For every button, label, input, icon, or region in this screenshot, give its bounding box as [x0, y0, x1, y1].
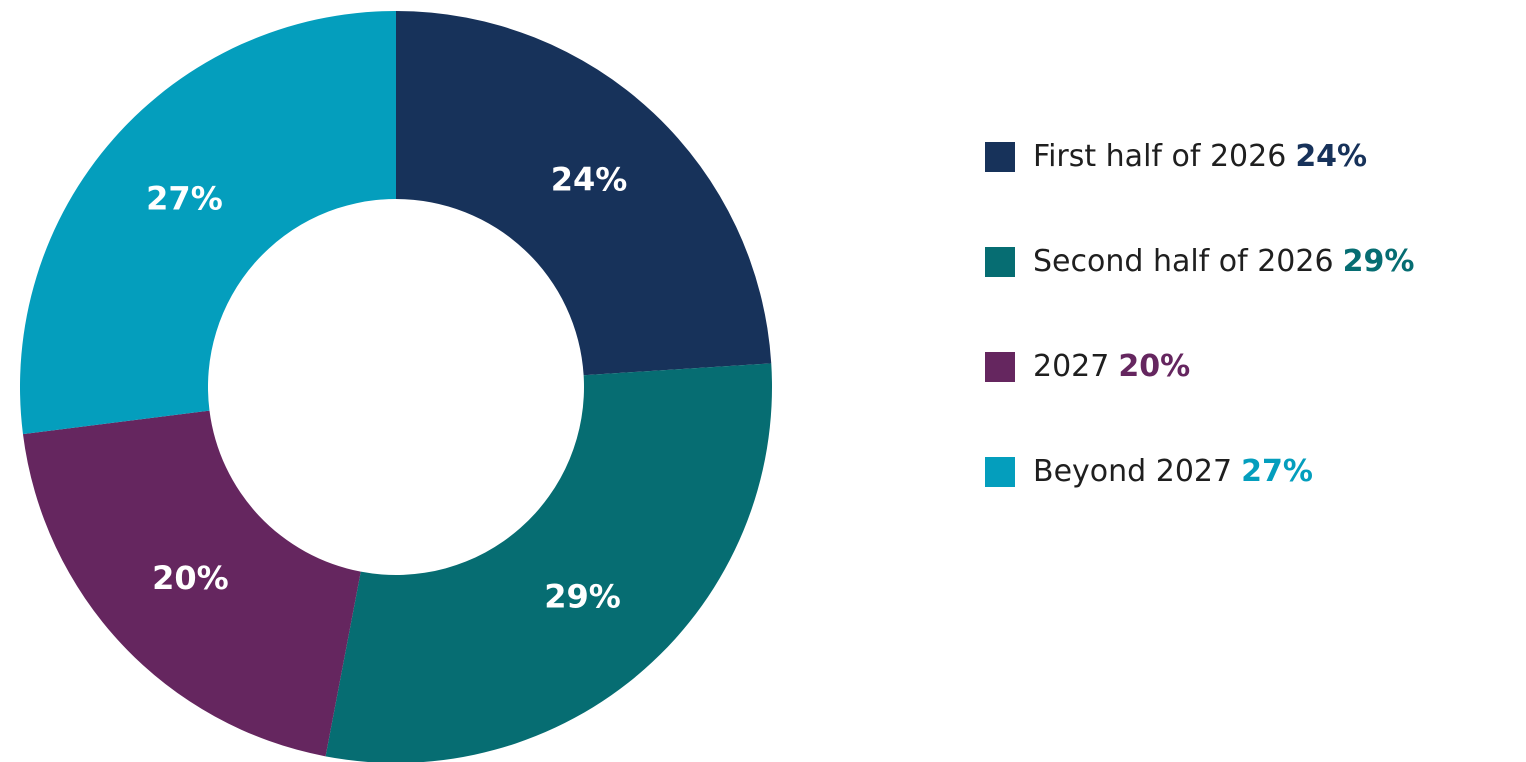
- slice-label: 29%: [544, 578, 621, 616]
- legend-label: First half of 2026: [1033, 139, 1286, 174]
- legend-value: 27%: [1241, 454, 1313, 489]
- legend-entry: First half of 2026 24%: [1033, 139, 1367, 174]
- donut-slice: [325, 363, 772, 762]
- legend-entry: 2027 20%: [1033, 349, 1190, 384]
- legend-label: Second half of 2026: [1033, 244, 1334, 279]
- legend-value: 24%: [1295, 139, 1367, 174]
- slice-label: 24%: [551, 160, 628, 198]
- legend-swatch: [985, 457, 1015, 487]
- legend-value: 20%: [1118, 349, 1190, 384]
- slice-label: 27%: [146, 180, 223, 218]
- legend-swatch: [985, 142, 1015, 172]
- legend-label: 2027: [1033, 349, 1109, 384]
- donut-slice: [396, 11, 772, 376]
- legend-entry: Beyond 2027 27%: [1033, 454, 1313, 489]
- donut-slice: [22, 410, 361, 757]
- slice-label: 20%: [152, 559, 229, 597]
- donut-slice: [19, 11, 396, 435]
- legend-entry: Second half of 2026 29%: [1033, 244, 1414, 279]
- legend-swatch: [985, 247, 1015, 277]
- legend-label: Beyond 2027: [1033, 454, 1232, 489]
- legend-swatch: [985, 352, 1015, 382]
- legend-value: 29%: [1343, 244, 1415, 279]
